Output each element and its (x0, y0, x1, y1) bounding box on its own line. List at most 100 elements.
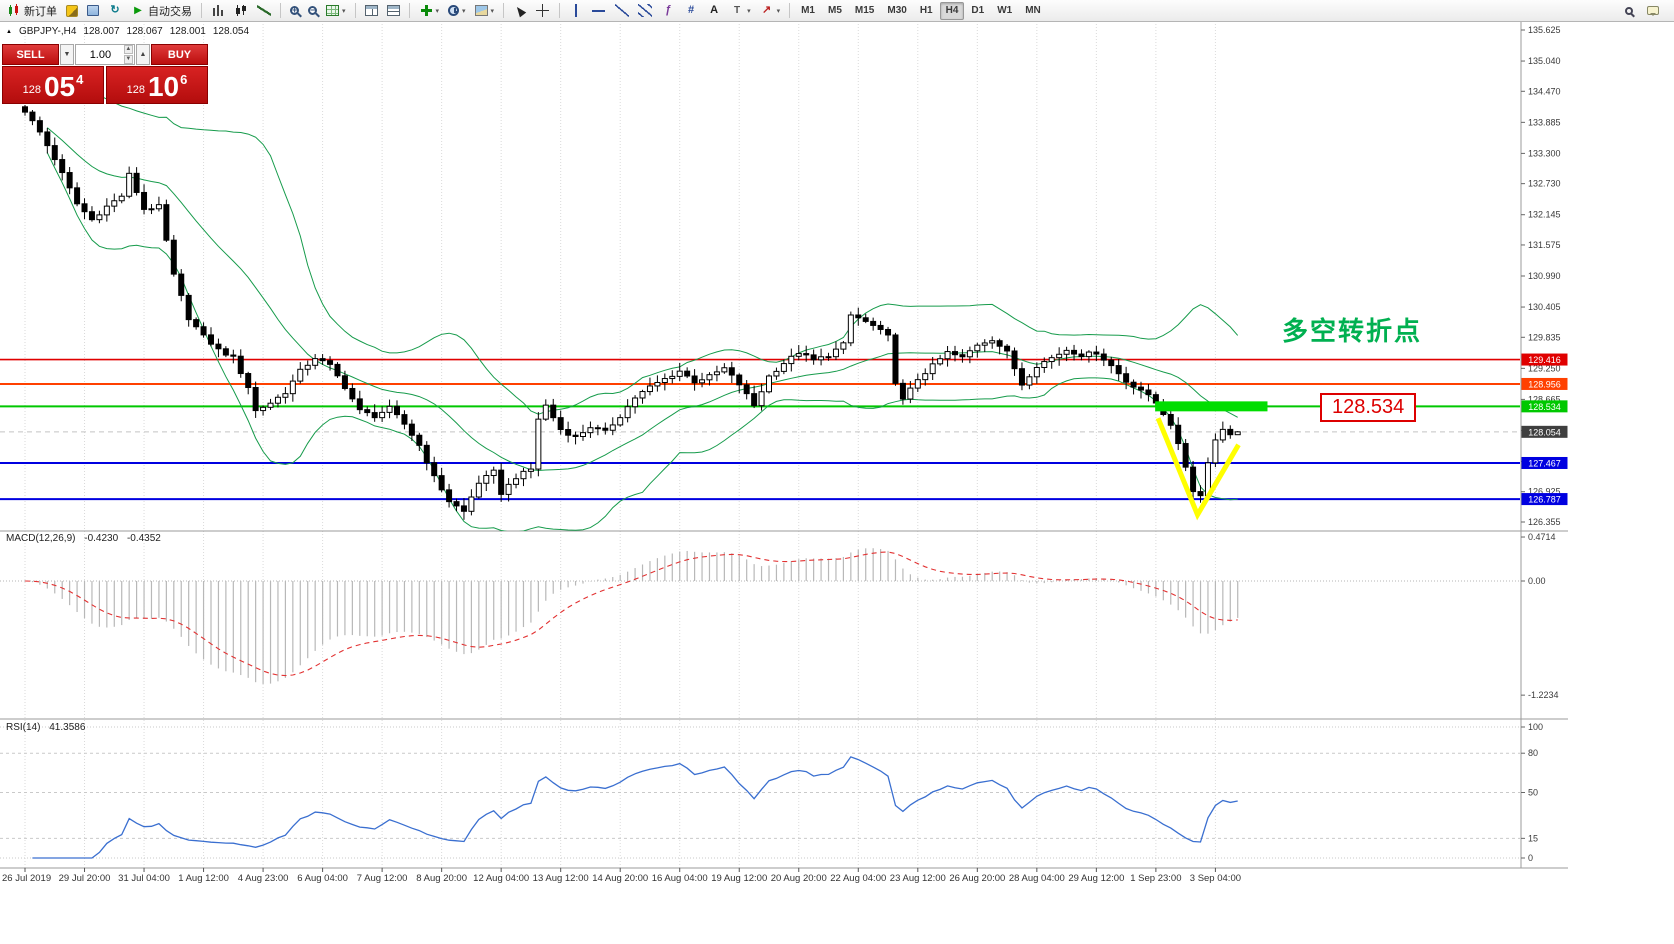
macd-scale: 0.4714 0.00 -1.2234 (1521, 532, 1559, 700)
tf-m1-button[interactable]: M1 (795, 2, 821, 20)
trendline-button[interactable] (611, 2, 633, 20)
caret-down-icon: ▾ (776, 7, 781, 15)
volume-input[interactable] (77, 48, 124, 61)
toolbar-separator (408, 3, 410, 18)
new-chart-button[interactable]: ▾ (322, 2, 350, 20)
candlestick-chart-button[interactable] (230, 2, 252, 20)
autotrading-button[interactable]: ▶ 自动交易 (127, 2, 196, 20)
toolbar-separator (503, 3, 505, 18)
buy-button[interactable]: BUY (151, 44, 208, 65)
svg-text:135.040: 135.040 (1528, 56, 1561, 66)
sell-caret-icon[interactable]: ▼ (60, 44, 74, 65)
text-button[interactable]: A (703, 2, 725, 20)
tf-m30-button-label: M30 (887, 5, 907, 16)
svg-text:133.885: 133.885 (1528, 117, 1561, 127)
svg-text:0: 0 (1528, 853, 1533, 863)
sell-button[interactable]: SELL (2, 44, 59, 65)
turning-point-annotation[interactable]: 多空转折点 (1282, 316, 1423, 346)
periods-menu-button[interactable]: ▾ (444, 2, 470, 20)
refresh-button[interactable]: ↻ (104, 2, 126, 20)
zoom-in-button[interactable] (286, 2, 303, 20)
sell-price-prefix: 128 (22, 84, 41, 96)
trend-icon (615, 4, 630, 17)
market-watch-button[interactable] (83, 2, 103, 20)
candles-icon (234, 4, 248, 17)
line-chart-button[interactable] (253, 2, 275, 20)
price-level-annotation[interactable]: 128.534 (1320, 393, 1417, 422)
text-icon: A (710, 4, 719, 16)
chart-window[interactable]: 135.625 135.040 134.470 133.885 133.300 132.7… (0, 22, 1568, 944)
tf-h1-button[interactable]: H1 (914, 2, 939, 20)
chat-button[interactable] (1643, 2, 1663, 20)
templates-button[interactable]: ▾ (471, 2, 499, 20)
svg-text:23 Aug 12:00: 23 Aug 12:00 (890, 873, 946, 884)
quote-high: 128.067 (126, 26, 163, 37)
tf-m15-button[interactable]: M15 (849, 2, 880, 20)
pitchfork-button[interactable]: # (680, 2, 702, 20)
buy-price-big: 10 (147, 71, 180, 102)
metaeditor-button[interactable] (62, 2, 82, 20)
svg-text:4 Aug 23:00: 4 Aug 23:00 (238, 873, 289, 884)
new-order-button[interactable]: 新订单 (3, 2, 61, 20)
tf-m1-button-label: M1 (801, 5, 815, 16)
horizontal-line-button[interactable] (588, 2, 610, 20)
volume-down-icon[interactable]: ▼ (123, 55, 133, 64)
monitor-icon (87, 5, 99, 16)
tile-windows-button[interactable] (361, 2, 382, 20)
channel-button[interactable] (634, 2, 656, 20)
candle-icon (7, 4, 21, 17)
drawing-objects-layer[interactable] (1155, 401, 1268, 521)
svg-text:29 Jul 20:00: 29 Jul 20:00 (59, 873, 111, 884)
tf-m5-button[interactable]: M5 (822, 2, 848, 20)
tlabel-icon: T (734, 5, 741, 16)
text-label-button[interactable]: T ▾ (726, 2, 755, 20)
zoom-out-button[interactable] (304, 2, 321, 20)
svg-text:126.787: 126.787 (1528, 495, 1561, 505)
buy-caret-icon[interactable]: ▲ (136, 44, 150, 65)
buy-price-button[interactable]: 128 10 6 (106, 66, 208, 104)
refresh-icon: ↻ (110, 4, 120, 16)
chart-canvas[interactable]: 135.625 135.040 134.470 133.885 133.300 132.7… (0, 22, 1568, 944)
svg-text:126.925: 126.925 (1528, 487, 1561, 497)
caret-down-icon: ▾ (435, 7, 440, 15)
svg-text:19 Aug 12:00: 19 Aug 12:00 (711, 873, 767, 884)
tf-mn-button[interactable]: MN (1019, 2, 1047, 20)
arrange-windows-button[interactable] (383, 2, 404, 20)
svg-text:127.467: 127.467 (1528, 458, 1561, 468)
vertical-line-button[interactable] (565, 2, 587, 20)
new-order-button-label: 新订单 (24, 5, 57, 18)
price-scale: 135.625 135.040 134.470 133.885 133.300 132.7… (1521, 25, 1568, 527)
tf-w1-button-label: W1 (997, 5, 1013, 16)
collapse-panel-icon[interactable]: ▲ (6, 28, 12, 35)
sell-price-button[interactable]: 128 05 4 (2, 66, 104, 104)
candles-layer (22, 105, 1241, 520)
plus-icon (418, 4, 433, 17)
svg-text:29 Aug 12:00: 29 Aug 12:00 (1068, 873, 1124, 884)
rsi-layer (0, 726, 1520, 859)
search-button[interactable] (1621, 2, 1637, 20)
bar-chart-button[interactable] (207, 2, 229, 20)
fibonacci-button[interactable]: ƒ (657, 2, 679, 20)
chat-icon (1647, 6, 1659, 16)
pencil-icon (66, 4, 78, 17)
indicators-button[interactable]: ▾ (415, 2, 444, 20)
tf-w1-button[interactable]: W1 (991, 2, 1018, 20)
svg-text:134.470: 134.470 (1528, 86, 1561, 96)
svg-text:80: 80 (1528, 748, 1538, 758)
tf-m30-button[interactable]: M30 (881, 2, 912, 20)
svg-text:-1.2234: -1.2234 (1528, 690, 1559, 700)
tf-d1-button[interactable]: D1 (965, 2, 990, 20)
arrows-button[interactable]: ↗ ▾ (756, 2, 785, 20)
image-icon (474, 5, 488, 16)
svg-text:22 Aug 04:00: 22 Aug 04:00 (830, 873, 886, 884)
tf-mn-button-label: MN (1025, 5, 1041, 16)
tf-h4-button[interactable]: H4 (939, 1, 965, 20)
cursor-button[interactable] (509, 2, 531, 20)
crosshair-button[interactable] (532, 2, 554, 20)
caret-down-icon: ▾ (462, 7, 466, 15)
arrows-icon: ↗ (761, 4, 772, 16)
volume-up-icon[interactable]: ▲ (123, 45, 133, 54)
v-checkmark-drawing (1155, 417, 1241, 521)
svg-text:126.355: 126.355 (1528, 517, 1561, 527)
